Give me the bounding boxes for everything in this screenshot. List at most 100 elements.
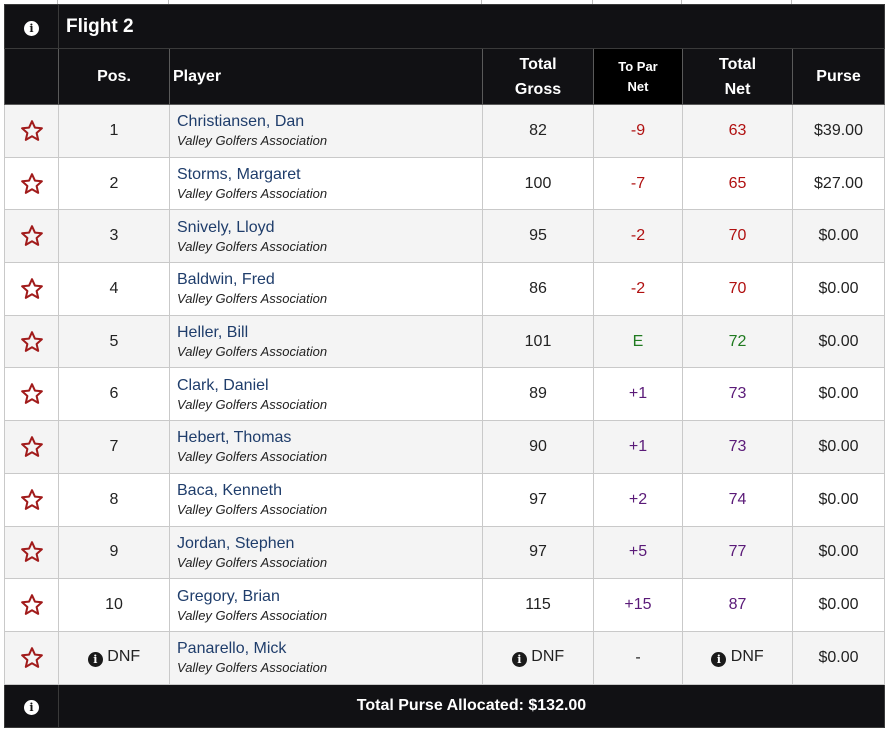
star-outline-icon[interactable] — [5, 435, 58, 459]
player-name-link[interactable]: Storms, Margaret — [177, 166, 301, 184]
star-outline-icon[interactable] — [5, 119, 58, 143]
net-cell: 70 — [682, 209, 793, 264]
net-cell: i DNF — [682, 630, 793, 685]
total-net-header-line2: Net — [724, 80, 751, 98]
pos-cell: 1 — [58, 104, 170, 158]
gross-cell: 95 — [482, 209, 594, 264]
leaderboard-table: i Flight 2 Pos. Player Total Gross To Pa… — [4, 4, 885, 728]
favorite-cell — [4, 104, 59, 158]
player-cell: Snively, Lloyd Valley Golfers Associatio… — [169, 209, 483, 264]
favorite-cell — [4, 156, 59, 211]
player-name-link[interactable]: Christiansen, Dan — [177, 113, 305, 131]
player-cell: Jordan, Stephen Valley Golfers Associati… — [169, 525, 483, 580]
star-outline-icon[interactable] — [5, 224, 58, 248]
star-outline-icon[interactable] — [5, 330, 58, 354]
favorite-cell — [4, 367, 59, 422]
gross-cell: 97 — [482, 525, 594, 580]
favorite-cell — [4, 314, 59, 369]
favorite-cell — [4, 472, 59, 527]
gross-cell: 97 — [482, 472, 594, 527]
player-club: Valley Golfers Association — [177, 449, 328, 465]
table-row: 1 Christiansen, Dan Valley Golfers Assoc… — [4, 104, 885, 158]
gross-cell: 115 — [482, 578, 594, 632]
info-icon[interactable]: i — [711, 652, 727, 668]
player-name-link[interactable]: Heller, Bill — [177, 324, 249, 342]
favorite-cell — [4, 262, 59, 316]
player-column-header[interactable]: Player — [169, 48, 483, 105]
to-par-cell: +1 — [593, 367, 683, 422]
star-outline-icon[interactable] — [5, 488, 58, 512]
gross-cell: i DNF — [482, 630, 594, 685]
pos-column-header[interactable]: Pos. — [58, 48, 170, 105]
favorite-cell — [4, 209, 59, 264]
purse-cell: $0.00 — [792, 472, 885, 527]
purse-cell: $0.00 — [792, 314, 885, 369]
player-club: Valley Golfers Association — [177, 607, 328, 623]
star-outline-icon[interactable] — [5, 646, 58, 670]
table-row: 10 Gregory, Brian Valley Golfers Associa… — [4, 578, 885, 632]
to-par-cell: E — [593, 314, 683, 369]
table-row: 3 Snively, Lloyd Valley Golfers Associat… — [4, 209, 885, 264]
player-name-link[interactable]: Panarello, Mick — [177, 640, 287, 658]
player-cell: Christiansen, Dan Valley Golfers Associa… — [169, 104, 483, 158]
net-cell: 74 — [682, 472, 793, 527]
favorite-cell — [4, 630, 59, 685]
info-icon[interactable]: i — [24, 21, 39, 36]
purse-cell: $0.00 — [792, 262, 885, 316]
footer-row: i Total Purse Allocated: $132.00 — [4, 683, 885, 728]
purse-cell: $27.00 — [792, 156, 885, 211]
net-cell: 72 — [682, 314, 793, 369]
player-name-link[interactable]: Snively, Lloyd — [177, 218, 275, 236]
player-club: Valley Golfers Association — [177, 554, 328, 570]
star-outline-icon[interactable] — [5, 593, 58, 617]
flight-info-cell: i — [4, 4, 59, 49]
purse-cell: $0.00 — [792, 420, 885, 474]
favorite-cell — [4, 525, 59, 580]
to-par-header-line1: To Par — [618, 58, 658, 74]
footer-info-cell: i — [4, 683, 59, 728]
star-outline-icon[interactable] — [5, 382, 58, 406]
info-icon[interactable]: i — [87, 652, 103, 668]
gross-cell: 82 — [482, 104, 594, 158]
purse-cell: $39.00 — [792, 104, 885, 158]
table-row: 6 Clark, Daniel Valley Golfers Associati… — [4, 367, 885, 422]
player-cell: Heller, Bill Valley Golfers Association — [169, 314, 483, 369]
player-name-link[interactable]: Baldwin, Fred — [177, 271, 275, 289]
info-icon[interactable]: i — [24, 700, 39, 716]
flight-title: Flight 2 — [58, 4, 885, 49]
player-name-link[interactable]: Gregory, Brian — [177, 587, 280, 605]
table-row: 2 Storms, Margaret Valley Golfers Associ… — [4, 156, 885, 211]
gross-cell: 101 — [482, 314, 594, 369]
player-cell: Storms, Margaret Valley Golfers Associat… — [169, 156, 483, 211]
info-icon[interactable]: i — [511, 652, 527, 668]
star-column-header — [4, 48, 59, 105]
to-par-cell: -7 — [593, 156, 683, 211]
total-net-column-header[interactable]: Total Net — [682, 48, 793, 105]
purse-cell: $0.00 — [792, 367, 885, 422]
player-cell: Gregory, Brian Valley Golfers Associatio… — [169, 578, 483, 632]
total-gross-column-header[interactable]: Total Gross — [482, 48, 594, 105]
table-row: 5 Heller, Bill Valley Golfers Associatio… — [4, 314, 885, 369]
player-club: Valley Golfers Association — [177, 186, 328, 202]
pos-cell: 9 — [58, 525, 170, 580]
purse-column-header[interactable]: Purse — [792, 48, 885, 105]
net-cell: 63 — [682, 104, 793, 158]
net-cell: 77 — [682, 525, 793, 580]
column-headers: Pos. Player Total Gross To Par Net Total… — [4, 48, 885, 105]
player-cell: Panarello, Mick Valley Golfers Associati… — [169, 630, 483, 685]
player-name-link[interactable]: Baca, Kenneth — [177, 482, 282, 500]
star-outline-icon[interactable] — [5, 277, 58, 301]
player-club: Valley Golfers Association — [177, 396, 328, 412]
player-rows: 1 Christiansen, Dan Valley Golfers Assoc… — [4, 104, 885, 632]
purse-cell: $0.00 — [792, 630, 885, 685]
player-club: Valley Golfers Association — [177, 133, 328, 149]
to-par-header-line2: Net — [627, 78, 649, 94]
player-name-link[interactable]: Hebert, Thomas — [177, 429, 292, 447]
favorite-cell — [4, 578, 59, 632]
star-outline-icon[interactable] — [5, 540, 58, 564]
star-outline-icon[interactable] — [5, 172, 58, 196]
player-name-link[interactable]: Jordan, Stephen — [177, 534, 295, 552]
to-par-cell: -9 — [593, 104, 683, 158]
player-name-link[interactable]: Clark, Daniel — [177, 376, 269, 394]
to-par-net-column-header[interactable]: To Par Net — [593, 48, 683, 105]
